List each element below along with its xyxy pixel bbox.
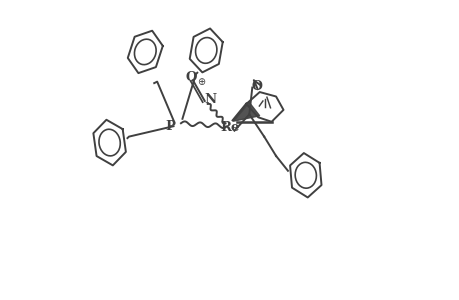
- Text: P: P: [165, 120, 174, 133]
- Text: Re: Re: [220, 121, 239, 134]
- Polygon shape: [233, 102, 259, 121]
- Text: N: N: [204, 93, 216, 106]
- Text: O: O: [251, 80, 262, 93]
- Text: O: O: [185, 71, 197, 84]
- Text: ⊕: ⊕: [196, 76, 205, 87]
